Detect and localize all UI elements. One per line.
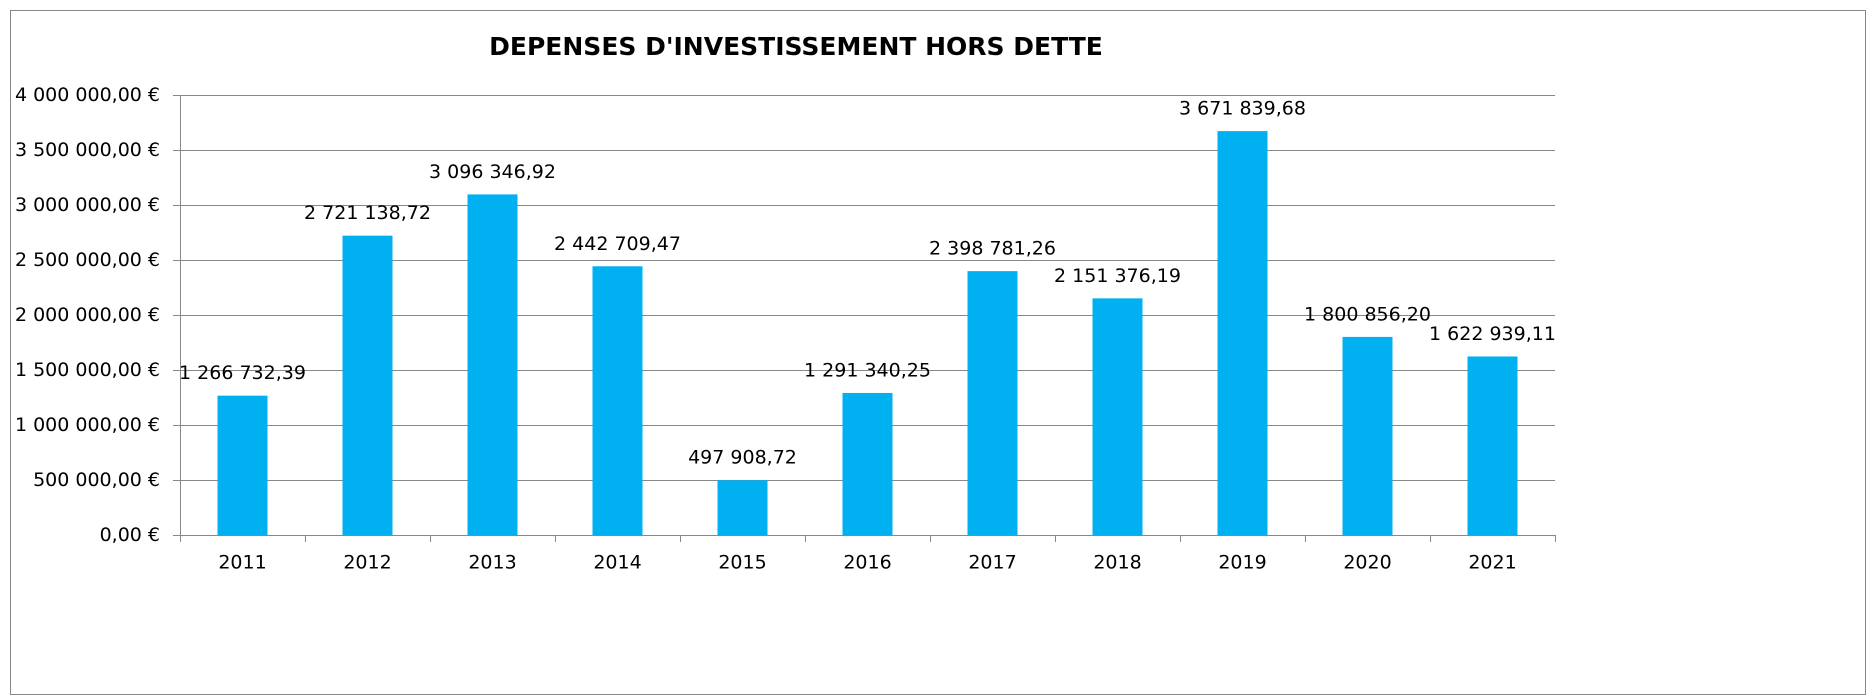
- y-tick-label: 2 000 000,00 €: [15, 304, 160, 326]
- bar: [467, 194, 518, 535]
- bar: [1092, 298, 1143, 535]
- y-tick-label: 1 500 000,00 €: [15, 359, 160, 381]
- x-tick-label: 2016: [843, 552, 891, 574]
- x-tick-label: 2018: [1093, 552, 1141, 574]
- chart-title: DEPENSES D'INVESTISSEMENT HORS DETTE: [489, 32, 1103, 61]
- value-label: 1 622 939,11: [1429, 323, 1556, 345]
- chart-frame: [10, 10, 1866, 695]
- bar: [592, 266, 643, 535]
- bar: [1467, 356, 1518, 535]
- y-tick-label: 1 000 000,00 €: [15, 414, 160, 436]
- bar: [1217, 131, 1268, 535]
- y-tick-label: 2 500 000,00 €: [15, 249, 160, 271]
- y-tick-label: 3 000 000,00 €: [15, 194, 160, 216]
- value-label: 1 800 856,20: [1304, 303, 1431, 325]
- x-tick-label: 2015: [718, 552, 766, 574]
- value-label: 2 442 709,47: [554, 233, 681, 255]
- value-label: 2 398 781,26: [929, 238, 1056, 260]
- x-tick-label: 2021: [1468, 552, 1516, 574]
- x-tick-label: 2011: [218, 552, 266, 574]
- y-tick-label: 0,00 €: [100, 524, 160, 546]
- value-label: 497 908,72: [688, 447, 797, 469]
- bar: [342, 235, 393, 535]
- bar: [842, 392, 893, 535]
- x-tick-label: 2013: [468, 552, 516, 574]
- bar: [1342, 336, 1393, 535]
- value-label: 1 291 340,25: [804, 359, 931, 381]
- y-tick-label: 4 000 000,00 €: [15, 84, 160, 106]
- bar: [967, 271, 1018, 535]
- x-tick-label: 2012: [343, 552, 391, 574]
- value-label: 1 266 732,39: [179, 362, 306, 384]
- x-tick-label: 2020: [1343, 552, 1391, 574]
- value-label: 3 096 346,92: [429, 161, 556, 183]
- y-tick-label: 3 500 000,00 €: [15, 139, 160, 161]
- value-label: 2 721 138,72: [304, 202, 431, 224]
- y-tick-label: 500 000,00 €: [33, 469, 160, 491]
- x-tick-label: 2017: [968, 552, 1016, 574]
- x-tick-label: 2019: [1218, 552, 1266, 574]
- x-tick-label: 2014: [593, 552, 641, 574]
- bar: [217, 395, 268, 535]
- value-label: 2 151 376,19: [1054, 265, 1181, 287]
- bar: [717, 480, 768, 535]
- value-label: 3 671 839,68: [1179, 98, 1306, 120]
